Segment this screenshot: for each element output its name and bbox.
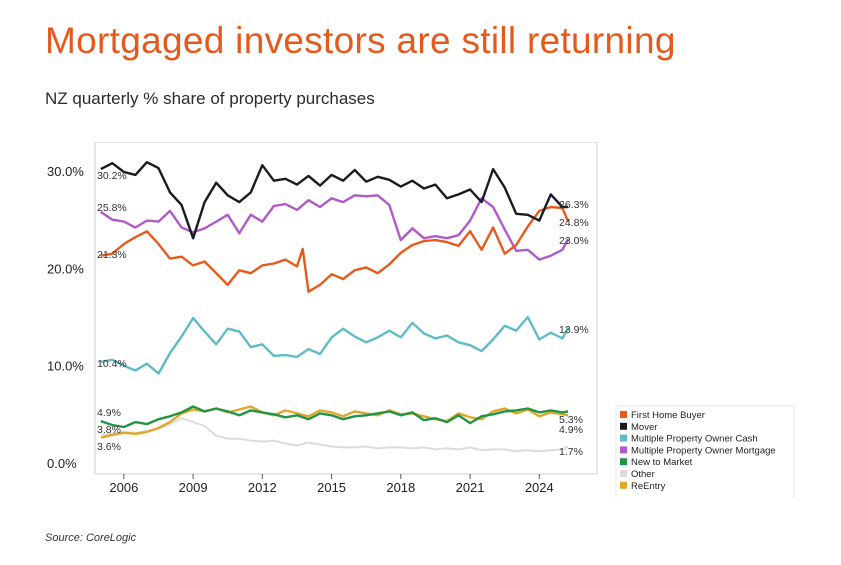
legend-label: Other xyxy=(631,469,655,480)
legend-swatch xyxy=(620,446,627,454)
x-tick-label: 2009 xyxy=(179,480,208,495)
series-line-new-to-market xyxy=(100,405,569,429)
end-data-label: 13.9% xyxy=(559,324,589,336)
start-data-label: 10.4% xyxy=(97,358,127,370)
series-line-multiple-property-owner-mortgage xyxy=(100,194,570,261)
end-data-label: 24.8% xyxy=(559,217,589,229)
x-tick-label: 2015 xyxy=(317,480,346,495)
y-tick-label: 20.0% xyxy=(47,261,84,276)
legend-label: Multiple Property Owner Cash xyxy=(631,434,758,445)
end-data-label: 23.0% xyxy=(559,235,589,247)
start-data-label: 25.8% xyxy=(97,202,127,214)
end-data-label: 1.7% xyxy=(559,446,583,458)
page-title: Mortgaged investors are still returning xyxy=(45,20,676,61)
start-data-label: 3.8% xyxy=(97,424,121,436)
end-data-label: 5.3% xyxy=(559,414,583,426)
y-tick-label: 30.0% xyxy=(47,164,84,179)
series-line-multiple-property-owner-cash xyxy=(100,315,570,375)
series-line-other xyxy=(100,417,569,453)
legend-swatch xyxy=(620,411,627,418)
legend-label: First Home Buyer xyxy=(631,410,705,421)
x-tick-label: 2024 xyxy=(525,480,554,495)
legend-swatch xyxy=(620,470,627,477)
chart-container: 0.0% 10.0% 20.0% 30.0% 2006 2009 2012 2015 2018 2… xyxy=(45,141,795,501)
line-chart: 0.0% 10.0% 20.0% 30.0% 2006 2009 2012 2015 2018 2… xyxy=(47,141,795,501)
x-tick-label: 2021 xyxy=(456,480,485,495)
legend-label: Multiple Property Owner Mortgage xyxy=(631,445,776,456)
y-tick-label: 0.0% xyxy=(47,456,77,471)
x-tick-label: 2012 xyxy=(248,480,277,495)
series-line-mover xyxy=(100,161,569,240)
legend-swatch xyxy=(620,458,627,466)
chart-subtitle: NZ quarterly % share of property purchas… xyxy=(45,89,375,108)
end-data-label: 26.3% xyxy=(559,199,589,211)
series-line-first-home-buyer xyxy=(100,205,570,293)
series-line-reentry xyxy=(100,405,569,439)
x-tick-label: 2018 xyxy=(386,480,415,495)
start-data-label: 3.6% xyxy=(97,441,121,453)
end-data-label: 4.9% xyxy=(559,424,583,436)
start-data-label: 21.3% xyxy=(97,249,127,261)
start-data-label: 4.9% xyxy=(97,407,121,419)
y-tick-label: 10.0% xyxy=(47,359,84,374)
legend-swatch xyxy=(620,481,627,489)
legend-label: New to Market xyxy=(631,457,693,468)
legend-label: Mover xyxy=(631,422,657,433)
plot-frame xyxy=(94,141,598,475)
source-note: Source: CoreLogic xyxy=(45,532,137,544)
legend-box xyxy=(615,405,795,501)
start-data-label: 30.2% xyxy=(97,170,127,182)
legend-swatch xyxy=(620,434,627,442)
legend-swatch xyxy=(620,422,627,430)
x-tick-label: 2006 xyxy=(109,480,138,495)
legend-label: ReEntry xyxy=(631,481,666,492)
